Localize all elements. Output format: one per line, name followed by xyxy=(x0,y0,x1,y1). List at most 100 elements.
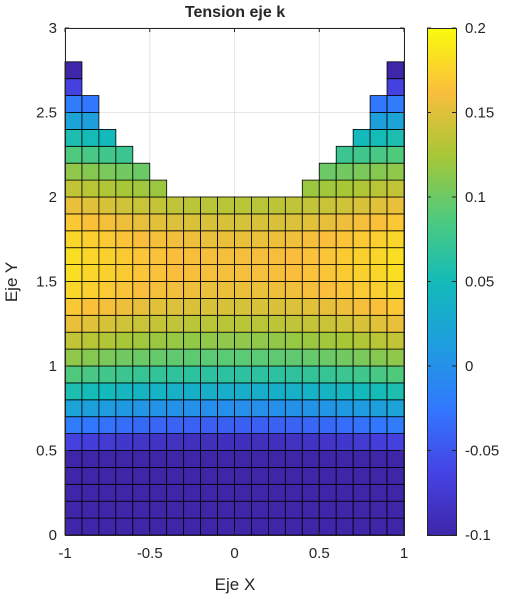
heatmap-cell xyxy=(115,196,134,215)
heatmap-cell xyxy=(200,264,218,282)
heatmap-cell xyxy=(132,433,151,451)
heatmap-cell xyxy=(301,466,320,485)
heatmap-cell xyxy=(81,213,100,232)
heatmap-cell xyxy=(81,382,100,401)
heatmap-cell xyxy=(217,196,235,215)
heatmap-cell xyxy=(81,145,100,164)
heatmap-cell xyxy=(81,517,100,536)
heatmap-cell xyxy=(335,365,354,384)
heatmap-cell xyxy=(301,213,320,232)
heatmap-cell xyxy=(318,517,337,536)
heatmap-cell xyxy=(352,145,371,164)
heatmap-cell xyxy=(335,348,354,367)
heatmap-cell xyxy=(81,128,100,147)
heatmap-cell xyxy=(98,466,117,485)
heatmap-cell xyxy=(166,399,185,418)
heatmap-cell xyxy=(267,348,286,367)
heatmap-cell xyxy=(115,500,134,519)
heatmap-cell xyxy=(166,331,185,350)
colorbar-tick-label: 0 xyxy=(465,358,473,375)
heatmap-cell xyxy=(284,365,303,384)
heatmap-cell xyxy=(386,517,405,536)
heatmap-cell xyxy=(284,281,303,299)
heatmap-cell xyxy=(335,331,354,350)
heatmap-cell xyxy=(318,500,337,519)
heatmap-cell xyxy=(64,95,83,113)
heatmap-cell xyxy=(369,297,388,316)
heatmap-cell xyxy=(234,314,252,333)
heatmap-cell xyxy=(98,416,117,435)
heatmap-cell xyxy=(64,128,83,147)
heatmap-cell xyxy=(200,483,218,502)
heatmap-cell xyxy=(267,433,286,451)
heatmap-cell xyxy=(115,230,134,249)
heatmap-cell xyxy=(64,196,83,215)
heatmap-cell xyxy=(369,281,388,299)
heatmap-cell xyxy=(318,483,337,502)
heatmap-cell xyxy=(386,314,405,333)
heatmap-cell xyxy=(284,399,303,418)
heatmap-cell xyxy=(369,365,388,384)
heatmap-cell xyxy=(132,230,151,249)
heatmap-cell xyxy=(301,382,320,401)
heatmap-cell xyxy=(183,450,201,468)
heatmap-cell xyxy=(98,331,117,350)
heatmap-cell xyxy=(284,331,303,350)
heatmap-cell xyxy=(267,450,286,468)
x-axis: -1 -0.5 0 0.5 1 xyxy=(58,28,408,562)
heatmap-cell xyxy=(234,382,252,401)
heatmap-cell xyxy=(183,213,201,232)
heatmap-cell xyxy=(115,483,134,502)
heatmap-cell xyxy=(183,483,201,502)
heatmap-cell xyxy=(132,382,151,401)
heatmap-cell xyxy=(166,416,185,435)
heatmap-cell xyxy=(183,196,201,215)
heatmap-cell xyxy=(132,264,151,282)
heatmap-cell xyxy=(217,399,235,418)
colorbar-tick-label: 0.2 xyxy=(465,20,486,37)
heatmap-cell xyxy=(98,399,117,418)
heatmap-cell xyxy=(335,196,354,215)
heatmap-cell xyxy=(132,399,151,418)
colorbar-tick-label: -0.05 xyxy=(465,443,499,460)
heatmap-cell xyxy=(318,247,337,265)
heatmap-cell xyxy=(132,162,151,181)
heatmap-cell xyxy=(267,365,286,384)
heatmap-cell xyxy=(217,331,235,350)
heatmap-cell xyxy=(386,399,405,418)
heatmap-cell xyxy=(149,179,168,198)
heatmap-cell xyxy=(64,145,83,164)
heatmap-cell xyxy=(64,112,83,130)
heatmap-cell xyxy=(98,450,117,468)
heatmap-cell xyxy=(132,348,151,367)
heatmap-cell xyxy=(318,314,337,333)
heatmap-cell xyxy=(98,213,117,232)
heatmap-cell xyxy=(183,314,201,333)
heatmap-cell xyxy=(166,348,185,367)
heatmap-cell xyxy=(81,399,100,418)
heatmap-cell xyxy=(234,399,252,418)
heatmap-cell xyxy=(251,213,269,232)
heatmap-cell xyxy=(335,517,354,536)
heatmap-cell xyxy=(335,247,354,265)
heatmap-cell xyxy=(267,247,286,265)
heatmap-cell xyxy=(318,382,337,401)
heatmap-cell xyxy=(234,450,252,468)
heatmap-cell xyxy=(251,382,269,401)
heatmap-cell xyxy=(251,433,269,451)
heatmap-cell xyxy=(64,450,83,468)
heatmap-cell xyxy=(284,247,303,265)
heatmap-cell xyxy=(64,162,83,181)
heatmap-cell xyxy=(149,314,168,333)
heatmap-cell xyxy=(386,297,405,316)
heatmap-cell xyxy=(98,433,117,451)
heatmap-cell xyxy=(166,196,185,215)
heatmap-cell xyxy=(64,78,83,96)
heatmap-cell xyxy=(352,314,371,333)
heatmap-cell xyxy=(98,196,117,215)
heatmap-cell xyxy=(318,230,337,249)
heatmap-cell xyxy=(98,162,117,181)
heatmap-cell xyxy=(98,365,117,384)
heatmap-cell xyxy=(149,416,168,435)
heatmap-cell xyxy=(98,281,117,299)
